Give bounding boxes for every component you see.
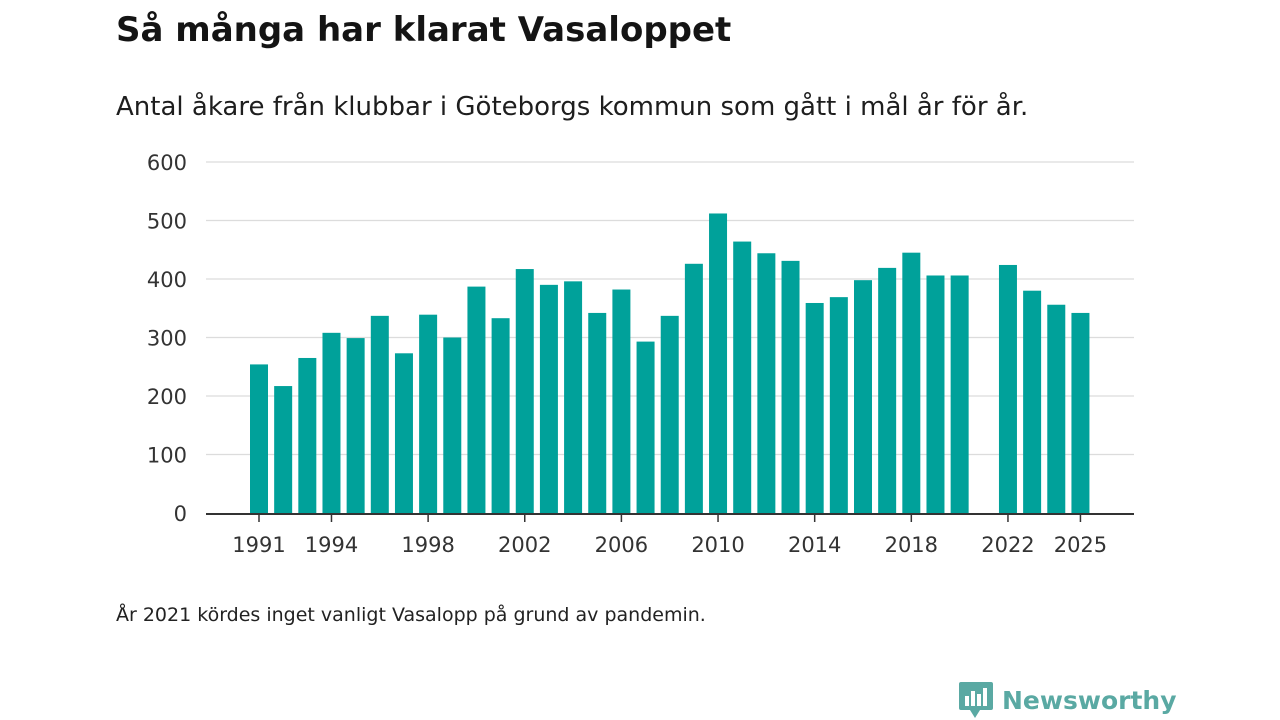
y-tick-label: 300 <box>147 327 187 351</box>
bar-2004 <box>564 281 583 513</box>
bar-2023 <box>1023 290 1042 513</box>
x-tick-label: 1994 <box>305 533 358 557</box>
bar-2025 <box>1071 312 1090 513</box>
bar-2018 <box>902 252 921 514</box>
bar-chart: 0 100 200 300 400 500 600 1991 1994 1998 2002 2006… <box>147 151 1134 557</box>
bar-2016 <box>854 280 872 513</box>
y-tick-label: 0 <box>174 502 187 526</box>
bar-1992 <box>274 386 293 513</box>
y-tick-label: 500 <box>147 210 187 234</box>
x-tick-label: 2022 <box>981 533 1034 557</box>
y-tick-label: 100 <box>147 444 187 468</box>
bar-2002 <box>515 269 534 513</box>
x-tick-label: 2014 <box>788 533 841 557</box>
bar-2009 <box>684 263 703 513</box>
bar-1996 <box>370 315 389 513</box>
x-tick-label: 2018 <box>885 533 938 557</box>
bar-1999 <box>443 337 462 513</box>
bar-2001 <box>491 318 510 513</box>
footnote: År 2021 kördes inget vanligt Vasalopp på… <box>116 604 706 626</box>
bar-1995 <box>346 338 365 513</box>
x-axis-ticks: 1991 1994 1998 2002 2006 2010 2014 2018 2022 2025 <box>232 514 1107 557</box>
bar-2003 <box>539 284 558 513</box>
bar-2007 <box>636 341 655 513</box>
bar-2019 <box>926 275 945 513</box>
bar-2015 <box>829 297 848 513</box>
x-tick-label: 1991 <box>232 533 285 557</box>
brand-name: Newsworthy <box>1002 685 1177 715</box>
y-tick-label: 600 <box>147 151 187 175</box>
bar-2011 <box>733 241 752 513</box>
bar-2014 <box>805 302 824 513</box>
x-tick-label: 2025 <box>1054 533 1107 557</box>
bar-2006 <box>612 289 631 513</box>
bar-2013 <box>781 260 800 513</box>
bar-2012 <box>757 253 776 513</box>
bar-2024 <box>1047 304 1066 513</box>
y-axis-ticks: 0 100 200 300 400 500 600 <box>147 151 187 526</box>
bar-2022 <box>998 264 1017 513</box>
bar-1994 <box>322 332 341 513</box>
bar-1991 <box>250 364 268 513</box>
bar-2005 <box>588 312 607 513</box>
bar-1993 <box>298 357 317 513</box>
x-tick-label: 2002 <box>498 533 551 557</box>
x-tick-label: 2010 <box>691 533 744 557</box>
y-tick-label: 400 <box>147 268 187 292</box>
brand-logo[interactable]: Newsworthy <box>958 680 1177 720</box>
bar-2020 <box>950 275 969 513</box>
chart-subtitle: Antal åkare från klubbar i Göteborgs kom… <box>116 92 1029 122</box>
bar-2008 <box>660 315 679 513</box>
x-tick-label: 2006 <box>595 533 648 557</box>
bars <box>250 213 1090 514</box>
bar-2010 <box>709 213 728 514</box>
y-tick-label: 200 <box>147 385 187 409</box>
newsworthy-chart-bubble-icon <box>959 682 993 718</box>
chart-title: Så många har klarat Vasaloppet <box>116 10 732 50</box>
bar-2017 <box>878 267 897 513</box>
x-tick-label: 1998 <box>401 533 454 557</box>
bar-1997 <box>394 353 413 513</box>
bar-1998 <box>419 314 438 513</box>
bar-2000 <box>467 286 486 513</box>
